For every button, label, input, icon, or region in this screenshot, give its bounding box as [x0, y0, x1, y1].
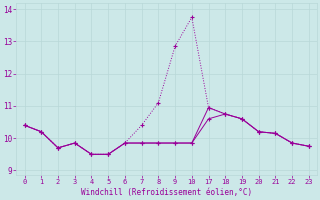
X-axis label: Windchill (Refroidissement éolien,°C): Windchill (Refroidissement éolien,°C) — [81, 188, 252, 197]
